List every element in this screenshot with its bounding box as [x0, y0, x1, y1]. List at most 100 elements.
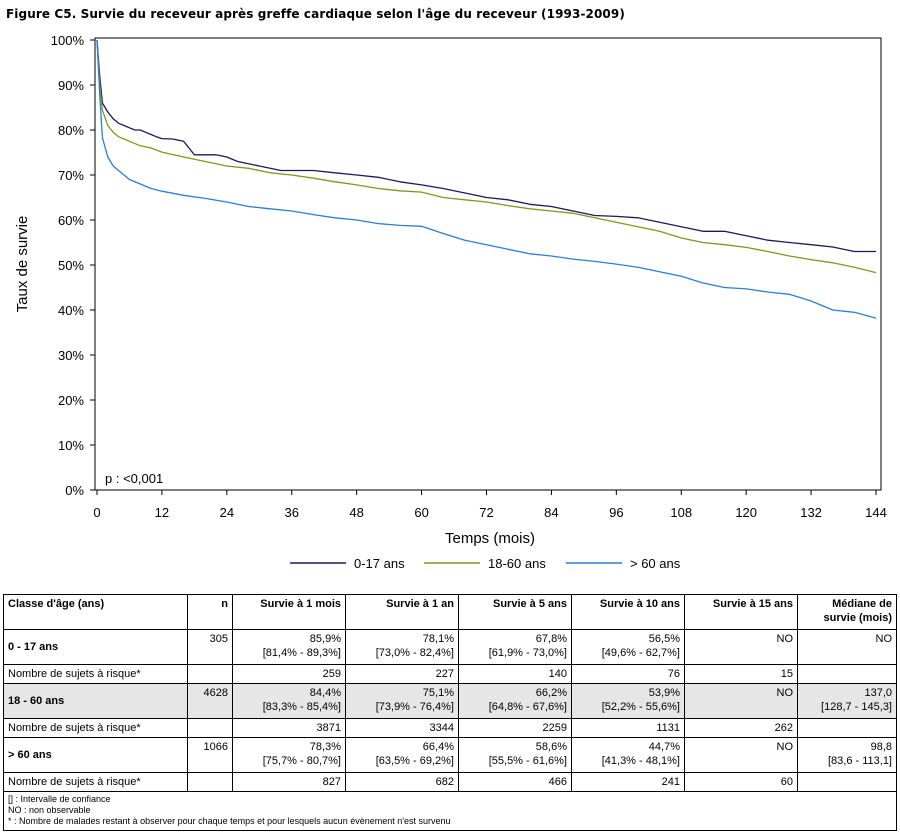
cell-value: 67,8% — [535, 633, 567, 645]
cell-empty — [187, 718, 233, 738]
cell-survival-5-years: 66,2% [64,8% - 67,6%] — [458, 683, 572, 719]
cell-confidence-interval: [73,9% - 76,4%] — [375, 701, 454, 713]
cell-value: 98,8 — [870, 741, 892, 753]
cell-confidence-interval: [83,3% - 85,4%] — [262, 701, 341, 713]
survival-chart: 0% 10% 20% 30% 40% 50% 60% 70% 80% 90% 100% 0 12 24 3… — [14, 33, 887, 571]
legend-label-2: 18-60 ans — [488, 556, 546, 571]
cell-value: 75,1% — [422, 687, 454, 699]
cell-value: 44,7% — [648, 741, 680, 753]
cell-value: NO — [776, 687, 794, 699]
x-tick-label: 36 — [285, 505, 299, 520]
cell-value: 84,4% — [309, 687, 341, 699]
cell-confidence-interval: [63,5% - 69,2%] — [375, 755, 454, 767]
y-tick-label: 70% — [58, 168, 84, 183]
cell-survival-5-years: 58,6% [55,5% - 61,6%] — [458, 737, 572, 773]
cell-at-risk-count: 15 — [684, 664, 798, 684]
header-median-survival: Médiane de survie (mois) — [797, 594, 897, 630]
cell-confidence-interval: [41,3% - 48,1%] — [601, 755, 680, 767]
y-tick-label: 30% — [58, 348, 84, 363]
cell-confidence-interval: [49,6% - 62,7%] — [601, 647, 680, 659]
legend-label-1: 0-17 ans — [354, 556, 405, 571]
cell-at-risk-count: 682 — [345, 772, 459, 792]
cell-at-risk-count: 76 — [571, 664, 685, 684]
series-line-2 — [96, 39, 877, 274]
header-survival-15-years: Survie à 15 ans — [684, 594, 798, 630]
cell-survival-1-month: 78,3% [75,7% - 80,7%] — [232, 737, 346, 773]
cell-confidence-interval: [75,7% - 80,7%] — [262, 755, 341, 767]
cell-age-class: 18 - 60 ans — [3, 683, 188, 719]
cell-at-risk-count: 1131 — [571, 718, 685, 738]
cell-confidence-interval: [64,8% - 67,6%] — [488, 701, 567, 713]
cell-confidence-interval: [128,7 - 145,3] — [821, 701, 892, 713]
cell-confidence-interval: [73,0% - 82,4%] — [375, 647, 454, 659]
x-tick-label: 132 — [800, 505, 822, 520]
cell-at-risk-count — [797, 664, 897, 684]
cell-median-survival: NO — [797, 629, 897, 665]
cell-confidence-interval: [55,5% - 61,6%] — [488, 755, 567, 767]
cell-at-risk-count: 241 — [571, 772, 685, 792]
table-note: NO : non observable — [8, 805, 91, 815]
x-axis-title: Temps (mois) — [445, 530, 535, 547]
cell-at-risk-count: 827 — [232, 772, 346, 792]
cell-at-risk-count: 140 — [458, 664, 572, 684]
legend: 0-17 ans 18-60 ans > 60 ans — [290, 556, 681, 571]
table-note: [] : Intervalle de confiance — [8, 794, 111, 804]
cell-survival-1-year: 75,1% [73,9% - 76,4%] — [345, 683, 459, 719]
table-row-group: 0 - 17 ans 305 85,9% [81,4% - 89,3%] 78,1% [7… — [3, 629, 897, 665]
table-row-group: 18 - 60 ans 4628 84,4% [83,3% - 85,4%] 75,1%… — [3, 683, 897, 719]
table-note: * : Nombre de malades restant à observer… — [8, 816, 451, 826]
cell-survival-1-month: 85,9% [81,4% - 89,3%] — [232, 629, 346, 665]
cell-n: 1066 — [187, 737, 233, 773]
survival-table: Classe d'âge (ans) n Survie à 1 mois Sur… — [3, 594, 897, 831]
cell-empty — [187, 772, 233, 792]
cell-value: 85,9% — [309, 633, 341, 645]
cell-at-risk-label: Nombre de sujets à risque* — [3, 664, 188, 684]
cell-n: 4628 — [187, 683, 233, 719]
table-row-at-risk: Nombre de sujets à risque* 827 682 466 241 60 — [3, 772, 897, 792]
cell-confidence-interval: [61,9% - 73,0%] — [488, 647, 567, 659]
cell-n: 305 — [187, 629, 233, 665]
series-line-1 — [96, 39, 876, 253]
y-tick-label: 20% — [58, 393, 84, 408]
x-tick-label: 60 — [414, 505, 428, 520]
cell-at-risk-count: 466 — [458, 772, 572, 792]
y-tick-label: 80% — [58, 123, 84, 138]
series-line-3 — [96, 39, 877, 319]
table-row-group: > 60 ans 1066 78,3% [75,7% - 80,7%] 66,4% [63… — [3, 737, 897, 773]
plot-frame — [94, 37, 882, 491]
series-lines — [96, 39, 877, 319]
cell-age-class: 0 - 17 ans — [3, 629, 188, 665]
cell-survival-10-years: 44,7% [41,3% - 48,1%] — [571, 737, 685, 773]
cell-value: NO — [776, 741, 794, 753]
cell-at-risk-count: 3871 — [232, 718, 346, 738]
y-tick-label: 0% — [65, 483, 84, 498]
cell-at-risk-count — [797, 772, 897, 792]
legend-label-3: > 60 ans — [630, 556, 681, 571]
header-survival-10-years: Survie à 10 ans — [571, 594, 685, 630]
header-n: n — [187, 594, 233, 630]
x-tick-label: 120 — [735, 505, 757, 520]
figure-title: Figure C5. Survie du receveur après gref… — [6, 7, 625, 21]
cell-survival-15-years: NO — [684, 737, 798, 773]
cell-confidence-interval: [52,2% - 55,6%] — [601, 701, 680, 713]
y-tick-label: 50% — [58, 258, 84, 273]
cell-survival-1-year: 78,1% [73,0% - 82,4%] — [345, 629, 459, 665]
table-header-row: Classe d'âge (ans) n Survie à 1 mois Sur… — [3, 594, 897, 630]
header-age-class: Classe d'âge (ans) — [3, 594, 188, 630]
x-tick-label: 24 — [220, 505, 234, 520]
cell-survival-10-years: 56,5% [49,6% - 62,7%] — [571, 629, 685, 665]
header-survival-1-month: Survie à 1 mois — [232, 594, 346, 630]
y-tick-label: 10% — [58, 438, 84, 453]
x-tick-label: 72 — [479, 505, 493, 520]
cell-value: 66,2% — [535, 687, 567, 699]
header-survival-1-year: Survie à 1 an — [345, 594, 459, 630]
y-axis-title: Taux de survie — [14, 216, 31, 313]
cell-value: 78,3% — [309, 741, 341, 753]
cell-at-risk-label: Nombre de sujets à risque* — [3, 772, 188, 792]
x-tick-label: 0 — [93, 505, 100, 520]
cell-at-risk-count: 60 — [684, 772, 798, 792]
cell-survival-10-years: 53,9% [52,2% - 55,6%] — [571, 683, 685, 719]
p-value-label: p : <0,001 — [105, 471, 163, 486]
cell-at-risk-count: 3344 — [345, 718, 459, 738]
cell-survival-15-years: NO — [684, 629, 798, 665]
